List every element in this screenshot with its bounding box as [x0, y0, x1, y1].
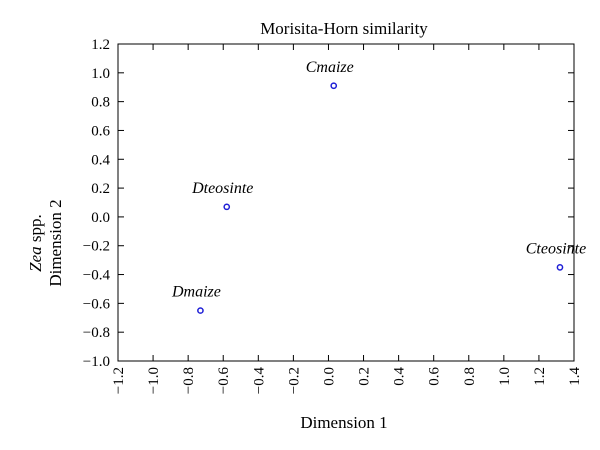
x-tick-label: 1.0 — [497, 367, 513, 386]
point-label-dteosinte: Dteosinte — [191, 180, 253, 197]
chart-title: Morisita-Horn similarity — [260, 19, 428, 38]
svg-text:Zea spp.: Zea spp. — [26, 214, 45, 272]
y-tick-label: −1.0 — [83, 354, 110, 370]
point-label-dmaize: Dmaize — [171, 284, 221, 301]
point-label-cmaize: Cmaize — [306, 59, 354, 76]
x-tick-label: 1.2 — [532, 367, 548, 386]
data-point-dteosinte — [223, 203, 231, 211]
data-point-cmaize — [330, 82, 338, 90]
y-tick-label: 0.8 — [91, 95, 110, 111]
x-tick-label: −0.8 — [181, 367, 197, 394]
y-tick-label: 0.4 — [91, 152, 110, 168]
x-tick-label: −0.4 — [251, 367, 267, 395]
x-tick-label: 0.8 — [462, 367, 478, 386]
x-tick-label: 0.2 — [357, 367, 373, 386]
y-tick-label: 0.2 — [91, 181, 110, 197]
x-tick-label: 0.0 — [321, 367, 337, 386]
data-points: Cmaize Dteosinte Cteosinte Dmaize — [171, 59, 586, 314]
y-tick-label: −0.2 — [83, 239, 110, 255]
data-point-cteosinte — [556, 263, 564, 271]
x-tick-label: 0.6 — [427, 367, 443, 386]
x-tick-label: 1.4 — [567, 367, 583, 386]
x-axis: −1.2 −1.0 −0.8 −0.6 −0.4 −0.2 0.0 0.2 0.4 0.6 0.8 1… — [111, 44, 583, 394]
x-tick-label: 0.4 — [392, 367, 408, 386]
y-tick-label: −0.8 — [83, 325, 110, 341]
y-tick-label: −0.6 — [83, 296, 111, 312]
x-tick-label: −1.0 — [146, 367, 162, 394]
y-tick-label: −0.4 — [83, 268, 111, 284]
y-tick-label: 0.0 — [91, 210, 110, 226]
y-axis-label: Zea spp. Dimension 2 — [26, 199, 65, 286]
y-tick-label: 0.6 — [91, 123, 110, 139]
y-axis-label-line2: Dimension 2 — [46, 199, 65, 286]
y-tick-label: 1.2 — [91, 37, 110, 53]
data-point-dmaize — [197, 307, 204, 314]
y-axis: −1.0 −0.8 −0.6 −0.4 −0.2 0.0 0.2 0.4 0.6 0.8 1.0 1.… — [83, 37, 574, 370]
y-axis-label-suffix: spp. — [26, 214, 45, 246]
x-tick-label: −1.2 — [111, 367, 127, 394]
x-tick-label: −0.6 — [216, 367, 232, 395]
point-label-cteosinte: Cteosinte — [526, 240, 586, 257]
x-tick-label: −0.2 — [286, 367, 302, 394]
y-tick-label: 1.0 — [91, 66, 110, 82]
x-axis-label: Dimension 1 — [300, 413, 387, 432]
y-axis-label-genus: Zea — [26, 246, 45, 272]
plot-frame — [117, 43, 575, 362]
